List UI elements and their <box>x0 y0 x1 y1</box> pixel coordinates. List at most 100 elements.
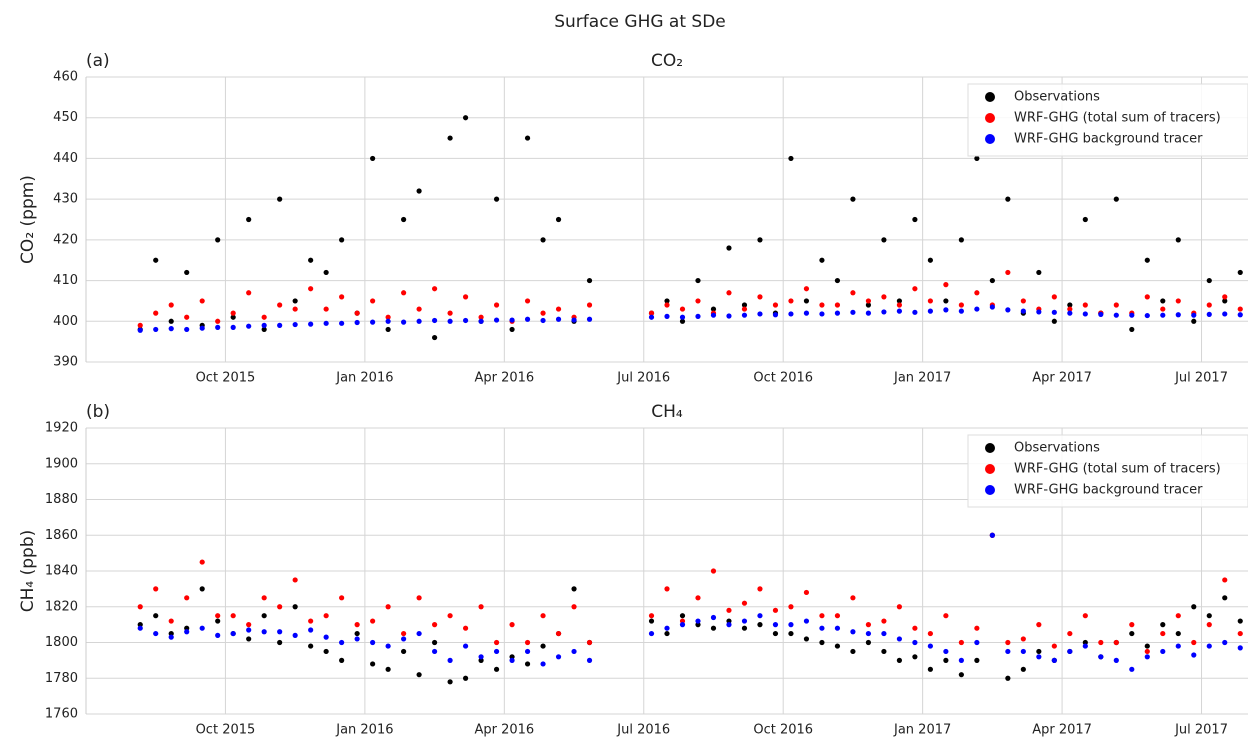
data-point <box>1237 630 1243 637</box>
data-point <box>881 618 887 624</box>
x-tick-label: Jul 2016 <box>616 723 670 738</box>
data-point <box>695 277 701 284</box>
panel-title: CO₂ <box>651 51 683 71</box>
data-point <box>308 286 314 292</box>
y-axis-label: CH₄ (ppb) <box>18 530 38 613</box>
data-point <box>881 630 887 637</box>
data-point <box>1051 643 1057 649</box>
panel-label: (b) <box>86 402 110 422</box>
data-point <box>524 648 531 655</box>
data-point <box>943 657 949 663</box>
data-point <box>788 604 794 610</box>
data-point <box>168 634 174 640</box>
data-point <box>1144 294 1150 300</box>
data-point <box>834 277 841 284</box>
data-point <box>261 326 267 333</box>
data-point <box>1036 622 1042 628</box>
data-point <box>927 643 933 649</box>
data-point <box>432 648 438 655</box>
data-point <box>137 327 143 333</box>
data-point <box>385 666 391 672</box>
data-point <box>416 306 422 312</box>
x-tick-label: Apr 2017 <box>1032 723 1092 738</box>
data-point <box>1005 639 1011 646</box>
data-point <box>943 298 949 304</box>
data-point <box>1005 648 1011 655</box>
data-point <box>1144 257 1150 263</box>
data-point <box>137 604 143 610</box>
legend-marker <box>985 92 995 102</box>
data-point <box>896 302 903 308</box>
data-point <box>199 298 205 304</box>
data-point <box>153 630 159 637</box>
data-point <box>524 135 531 141</box>
data-point <box>1067 302 1073 308</box>
data-point <box>1222 311 1228 317</box>
data-point <box>571 648 577 655</box>
y-tick-label: 410 <box>53 273 78 288</box>
data-point <box>664 630 670 637</box>
data-point <box>493 317 500 323</box>
data-point <box>168 630 174 637</box>
data-point <box>292 577 298 583</box>
data-point <box>710 625 717 631</box>
data-point <box>664 586 670 592</box>
data-point <box>648 613 655 619</box>
data-point <box>695 622 701 628</box>
data-point <box>246 627 252 633</box>
data-point <box>834 625 841 631</box>
data-point <box>385 326 391 333</box>
data-point <box>1160 312 1166 318</box>
data-point <box>1191 652 1197 658</box>
data-point <box>540 643 546 649</box>
data-point <box>788 155 794 162</box>
data-point <box>168 318 174 324</box>
data-point <box>1067 306 1073 312</box>
data-point <box>1160 298 1166 304</box>
data-point <box>757 622 763 628</box>
data-point <box>261 613 267 619</box>
data-point <box>1129 666 1135 672</box>
data-point <box>1175 312 1181 318</box>
legend-label: WRF-GHG background tracer <box>1014 483 1203 498</box>
data-point <box>586 316 593 322</box>
data-point <box>509 317 515 323</box>
y-tick-label: 420 <box>53 232 78 247</box>
data-point <box>943 282 949 288</box>
data-point <box>1222 577 1228 583</box>
data-point <box>834 643 841 649</box>
data-point <box>1005 196 1011 202</box>
data-point <box>958 302 964 308</box>
data-point <box>664 625 670 631</box>
data-point <box>540 317 546 324</box>
data-point <box>912 654 918 660</box>
data-point <box>803 286 810 292</box>
x-tick-label: Oct 2015 <box>196 723 256 738</box>
data-point <box>679 622 686 628</box>
data-point <box>912 625 918 631</box>
data-point <box>1144 654 1150 660</box>
data-point <box>1036 654 1042 660</box>
x-tick-label: Oct 2016 <box>753 371 813 386</box>
data-point <box>1067 630 1073 637</box>
y-tick-label: 1760 <box>45 707 78 722</box>
data-point <box>586 639 593 646</box>
data-point <box>1098 654 1104 660</box>
data-point <box>215 618 221 624</box>
data-point <box>478 657 484 663</box>
data-point <box>850 629 856 635</box>
legend-label: WRF-GHG background tracer <box>1014 132 1203 147</box>
data-point <box>1175 613 1181 619</box>
data-point <box>1191 312 1197 318</box>
data-point <box>416 630 422 637</box>
data-point <box>850 648 856 655</box>
data-point <box>865 298 872 304</box>
data-point <box>447 679 453 685</box>
data-point <box>401 216 407 223</box>
data-point <box>974 290 980 296</box>
data-point <box>447 657 453 663</box>
data-point <box>153 586 159 592</box>
data-point <box>664 298 670 304</box>
data-point <box>571 586 577 592</box>
legend-marker <box>985 464 995 474</box>
